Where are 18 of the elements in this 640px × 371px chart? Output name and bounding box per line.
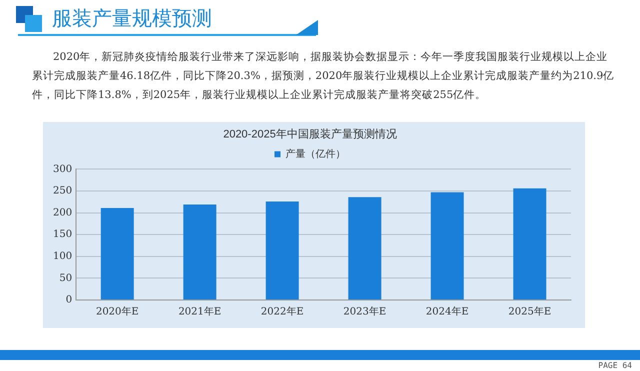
- x-tick-label: 2023年E: [343, 306, 386, 318]
- y-tick-label: 100: [52, 250, 72, 262]
- legend-label: 产量（亿件）: [286, 148, 346, 160]
- y-tick-label: 50: [59, 272, 72, 284]
- x-tick-label: 2022年E: [260, 306, 304, 318]
- y-tick-label: 0: [66, 294, 72, 306]
- text: PAGE 64: [598, 361, 632, 370]
- y-tick-label: 200: [52, 207, 72, 218]
- chart-title: 服装产量规模预测: [52, 5, 212, 32]
- text: 2020年，新冠肺炎疫情给服装行业带来了深远影响，据服装协会数据显示：今年一季度我国服装行业规模以上企业累计完成服装产量46.18亿件，同比下降20.3%，据预测，2020年服装行业规模以上企业累计完成服装产量约为210.9亿件，同比下降13.8%，到2025年，服装行业规模以上企业累计完成服装产量将突破255亿件。: [32, 50, 616, 103]
- y-tick-label: 300: [52, 164, 72, 175]
- chart-subtitle: 2020-2025年中国服装产量预测情况: [223, 128, 397, 141]
- y-tick-label: 250: [52, 186, 72, 197]
- x-tick-label: 2025年E: [508, 306, 552, 318]
- x-tick-label: 2020年E: [96, 306, 139, 318]
- x-tick-label: 2024年E: [426, 306, 469, 318]
- y-tick-label: 150: [52, 229, 72, 240]
- x-tick-label: 2021年E: [178, 306, 222, 318]
